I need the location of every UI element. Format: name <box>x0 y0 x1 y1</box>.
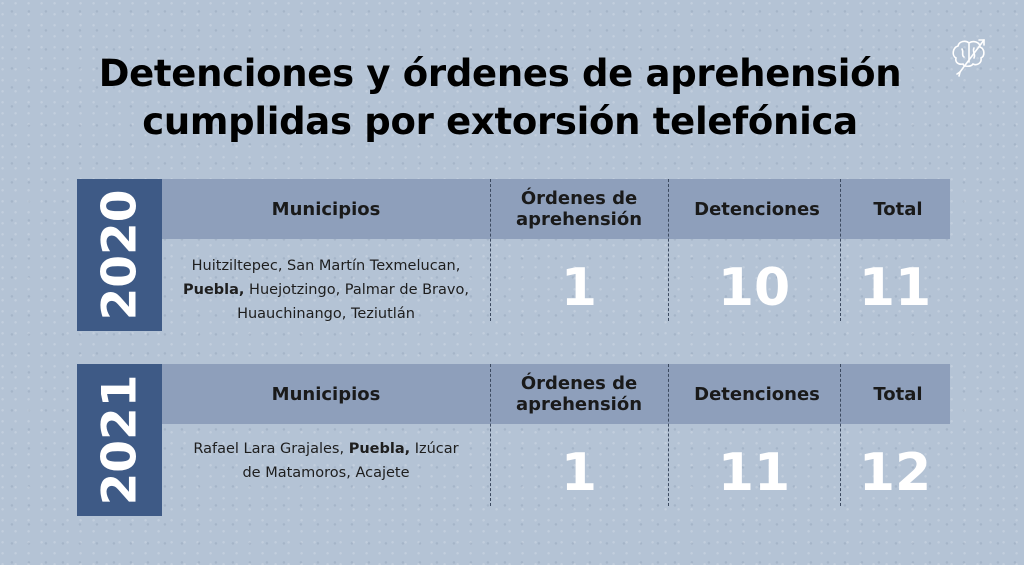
header-detenciones: Detenciones <box>694 383 820 405</box>
year-label: 2020 <box>92 189 147 321</box>
column-divider <box>840 179 841 321</box>
header-total: Total <box>873 383 923 405</box>
column-divider <box>840 364 841 506</box>
title-line-1: Detenciones y órdenes de aprehensión <box>98 52 902 95</box>
municipios-text: Huejotzingo, Palmar de Bravo, Huauchinan… <box>237 282 469 322</box>
municipios-text: Huitziltepec, San Martín Texmelucan, <box>191 258 461 274</box>
column-divider <box>668 364 669 506</box>
total-value-2021: 12 <box>858 443 932 503</box>
header-municipios: Municipios <box>271 383 381 405</box>
header-ordenes: Órdenes de aprehensión <box>515 188 643 230</box>
page-title: Detenciones y órdenes de aprehensión cum… <box>0 50 1000 146</box>
ordenes-value-2020: 1 <box>560 258 598 318</box>
total-value-2020: 11 <box>858 258 932 318</box>
header-municipios: Municipios <box>271 198 381 220</box>
header-ordenes: Órdenes de aprehensión <box>515 373 643 415</box>
municipios-bold-text: Puebla, <box>348 441 411 457</box>
header-detenciones: Detenciones <box>694 198 820 220</box>
column-divider <box>668 179 669 321</box>
municipios-list-2020: Huitziltepec, San Martín Texmelucan, Pue… <box>162 254 490 326</box>
municipios-list-2021: Rafael Lara Grajales, Puebla, Izúcar de … <box>162 437 490 485</box>
brain-arrow-icon <box>952 39 985 77</box>
municipios-text: Rafael Lara Grajales, <box>193 441 349 457</box>
title-line-2: cumplidas por extorsión telefónica <box>142 100 858 143</box>
column-divider <box>490 179 491 321</box>
year-box-2021: 2021 <box>77 364 162 516</box>
year-box-2020: 2020 <box>77 179 162 331</box>
municipios-text: Izúcar de Matamoros, Acajete <box>242 441 459 481</box>
detenciones-value-2021: 11 <box>717 443 791 503</box>
table-header-2021: Municipios Órdenes de aprehensión Detenc… <box>162 364 950 424</box>
table-header-2020: Municipios Órdenes de aprehensión Detenc… <box>162 179 950 239</box>
detenciones-value-2020: 10 <box>717 258 791 318</box>
ordenes-value-2021: 1 <box>560 443 598 503</box>
column-divider <box>490 364 491 506</box>
municipios-bold-text: Puebla, <box>183 282 245 298</box>
year-label: 2021 <box>92 374 147 506</box>
header-total: Total <box>873 198 923 220</box>
